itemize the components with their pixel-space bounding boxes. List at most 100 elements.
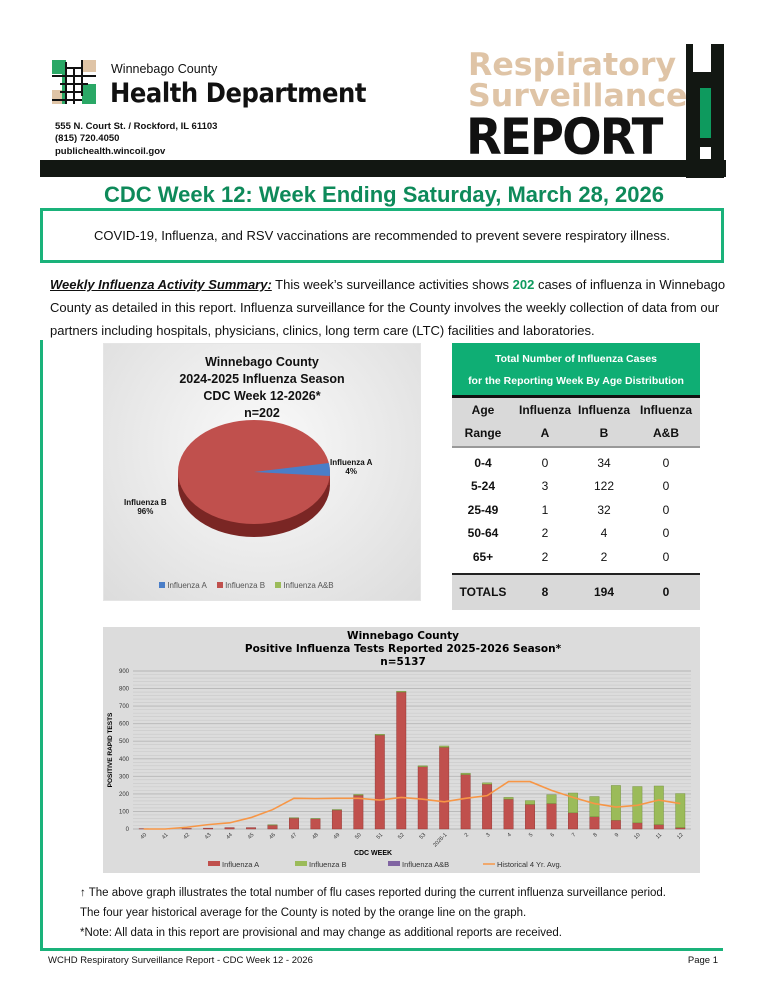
cell: 0 [541, 455, 549, 470]
cell: 32 [597, 502, 611, 517]
x-tick-label: 8 [592, 832, 598, 838]
bar-influenza-a [525, 804, 535, 830]
title-line: Surveillance [468, 78, 688, 114]
cell: 0-4 [474, 455, 492, 470]
cell: 34 [597, 455, 611, 470]
cell: 0 [662, 479, 670, 494]
y-tick-label: 700 [119, 704, 130, 710]
column-header: Influenza [518, 402, 571, 417]
x-tick-label: 47 [290, 832, 299, 841]
footer-page-number: Page 1 [687, 955, 718, 966]
x-tick-label: 42 [182, 832, 191, 841]
x-tick-label: 40 [140, 832, 149, 841]
bar-influenza-b [675, 793, 686, 828]
bar-influenza-a [610, 820, 621, 830]
bar-influenza-b [353, 794, 364, 796]
table-title-line: Total Number of Influenza Cases [495, 353, 657, 365]
vaccine-notice: COVID-19, Influenza, and RSV vaccination… [40, 208, 724, 263]
y-tick-label: 0 [126, 827, 130, 833]
x-tick-label: 6 [550, 832, 556, 838]
x-tick-label: 49 [333, 832, 342, 841]
pie-title-line: n=202 [244, 406, 280, 420]
note-line: *Note: All data in this report are provi… [80, 927, 562, 939]
cell: 2 [541, 526, 549, 541]
summary-text: This week’s surveillance activities show… [271, 277, 513, 292]
cell: 0 [662, 502, 670, 517]
report-title: Respiratory Surveillance [468, 50, 687, 112]
x-tick-label: 4 [507, 832, 513, 838]
y-tick-label: 800 [119, 687, 130, 693]
column-header: B [599, 425, 609, 440]
x-tick-label: 12 [676, 832, 685, 841]
label-name: Influenza A [330, 458, 373, 467]
phone: (815) 720.4050 [55, 133, 120, 144]
table-row: 0-4 0 34 0 [452, 451, 700, 475]
bar-influenza-a [289, 817, 299, 830]
cell: 0 [662, 455, 670, 470]
x-tick-label: 9 [614, 832, 620, 838]
y-axis-label: POSITIVE RAPID TESTS [107, 712, 114, 787]
notes: ↑ The above graph illustrates the total … [80, 883, 720, 943]
cell: 65+ [472, 549, 494, 564]
bar-influenza-b [374, 733, 385, 736]
pie-title: Winnebago County 2024-2025 Influenza Seas… [104, 354, 420, 422]
column-header: Age [471, 402, 495, 417]
bar-influenza-a [396, 691, 407, 830]
x-tick-label: 45 [247, 832, 256, 841]
x-tick-label: 3 [485, 832, 491, 838]
column-header: Range [464, 425, 502, 440]
pie-chart: Winnebago County 2024-2025 Influenza Seas… [103, 343, 421, 601]
cell: 2 [600, 549, 608, 564]
totals-row: TOTALS 8 194 0 [452, 572, 700, 610]
cell: 0 [662, 549, 670, 564]
legend-swatch [388, 861, 400, 866]
y-tick-label: 900 [119, 669, 130, 675]
bar-influenza-b [439, 745, 450, 748]
department-name: Health Department [110, 78, 367, 109]
legend-label: Influenza A&B [402, 860, 449, 869]
legend-item: Influenza B [216, 581, 266, 590]
cell: 0 [662, 585, 670, 599]
bar-influenza-a [417, 766, 428, 830]
x-tick-label: 10 [633, 832, 642, 841]
legend-label: Historical 4 Yr. Avg. [497, 860, 562, 869]
x-tick-label: 43 [204, 832, 213, 841]
legend-label: Influenza B [225, 581, 266, 590]
pie-title-line: 2024-2025 Influenza Season [179, 372, 345, 386]
bar-influenza-a [246, 827, 256, 830]
x-tick-label: 41 [161, 832, 170, 841]
age-distribution-table: Total Number of Influenza Cases for the R… [452, 343, 700, 610]
x-tick-label: 52 [397, 832, 406, 841]
table-title: Total Number of Influenza Cases for the R… [452, 343, 700, 398]
legend-swatch [295, 861, 307, 866]
y-tick-label: 600 [119, 722, 130, 728]
line-historical-avg [143, 780, 681, 830]
legend-label: Influenza A [167, 581, 207, 590]
x-tick-label: 53 [419, 832, 428, 841]
bar-influenza-b [589, 796, 600, 817]
legend-item: Influenza A&B [275, 581, 334, 590]
title-line: Respiratory [468, 47, 677, 83]
x-tick-label: 2 [464, 832, 470, 838]
cell: 4 [600, 526, 608, 541]
summary-heading: Weekly Influenza Activity Summary: [50, 277, 272, 292]
bottom-green-border [40, 948, 723, 951]
bar-influenza-b [525, 800, 535, 805]
bar-influenza-a [203, 827, 214, 830]
street-address: 555 N. Court St. / Rockford, IL 61103 [55, 121, 218, 132]
bar-chart: Winnebago County Positive Influenza Tests… [103, 627, 700, 873]
bar-influenza-a [568, 812, 578, 830]
note-line: ↑ The above graph illustrates the total … [80, 883, 720, 903]
bar-influenza-b [482, 782, 493, 785]
header-divider-bar [40, 160, 726, 177]
cell: 25-49 [467, 502, 499, 517]
cell: 3 [541, 479, 549, 494]
cell: 5-24 [470, 479, 496, 494]
legend-label: Influenza A [222, 860, 259, 869]
health-department-logo [52, 60, 96, 104]
bar-influenza-a [331, 809, 342, 830]
website-link[interactable]: publichealth.wincoil.gov [55, 146, 166, 157]
cell: 1 [541, 502, 549, 517]
pie-legend: Influenza A Influenza B Influenza A&B [159, 581, 334, 590]
x-tick-label: 46 [268, 832, 277, 841]
